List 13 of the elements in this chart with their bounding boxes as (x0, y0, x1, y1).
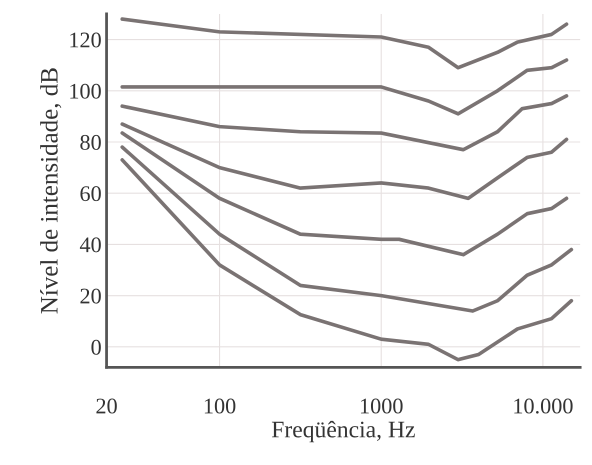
y-tick-label: 100 (70, 84, 101, 99)
x-tick-label: 20 (96, 398, 117, 414)
y-tick-label: 120 (70, 32, 101, 48)
y-tick-label: 0 (91, 340, 101, 355)
y-tick-label: 20 (80, 288, 101, 304)
y-tick-label: 60 (80, 186, 101, 202)
x-axis-title: Freqüência, Hz (272, 420, 415, 442)
y-tick-label: 80 (80, 134, 101, 150)
x-tick-label: 100 (204, 398, 236, 414)
y-axis-title: Nível de intensidade, dB (40, 68, 62, 314)
x-tick-label: 1000 (360, 398, 403, 414)
x-tick-label: 10.000 (514, 398, 573, 414)
y-tick-label: 40 (80, 237, 101, 252)
